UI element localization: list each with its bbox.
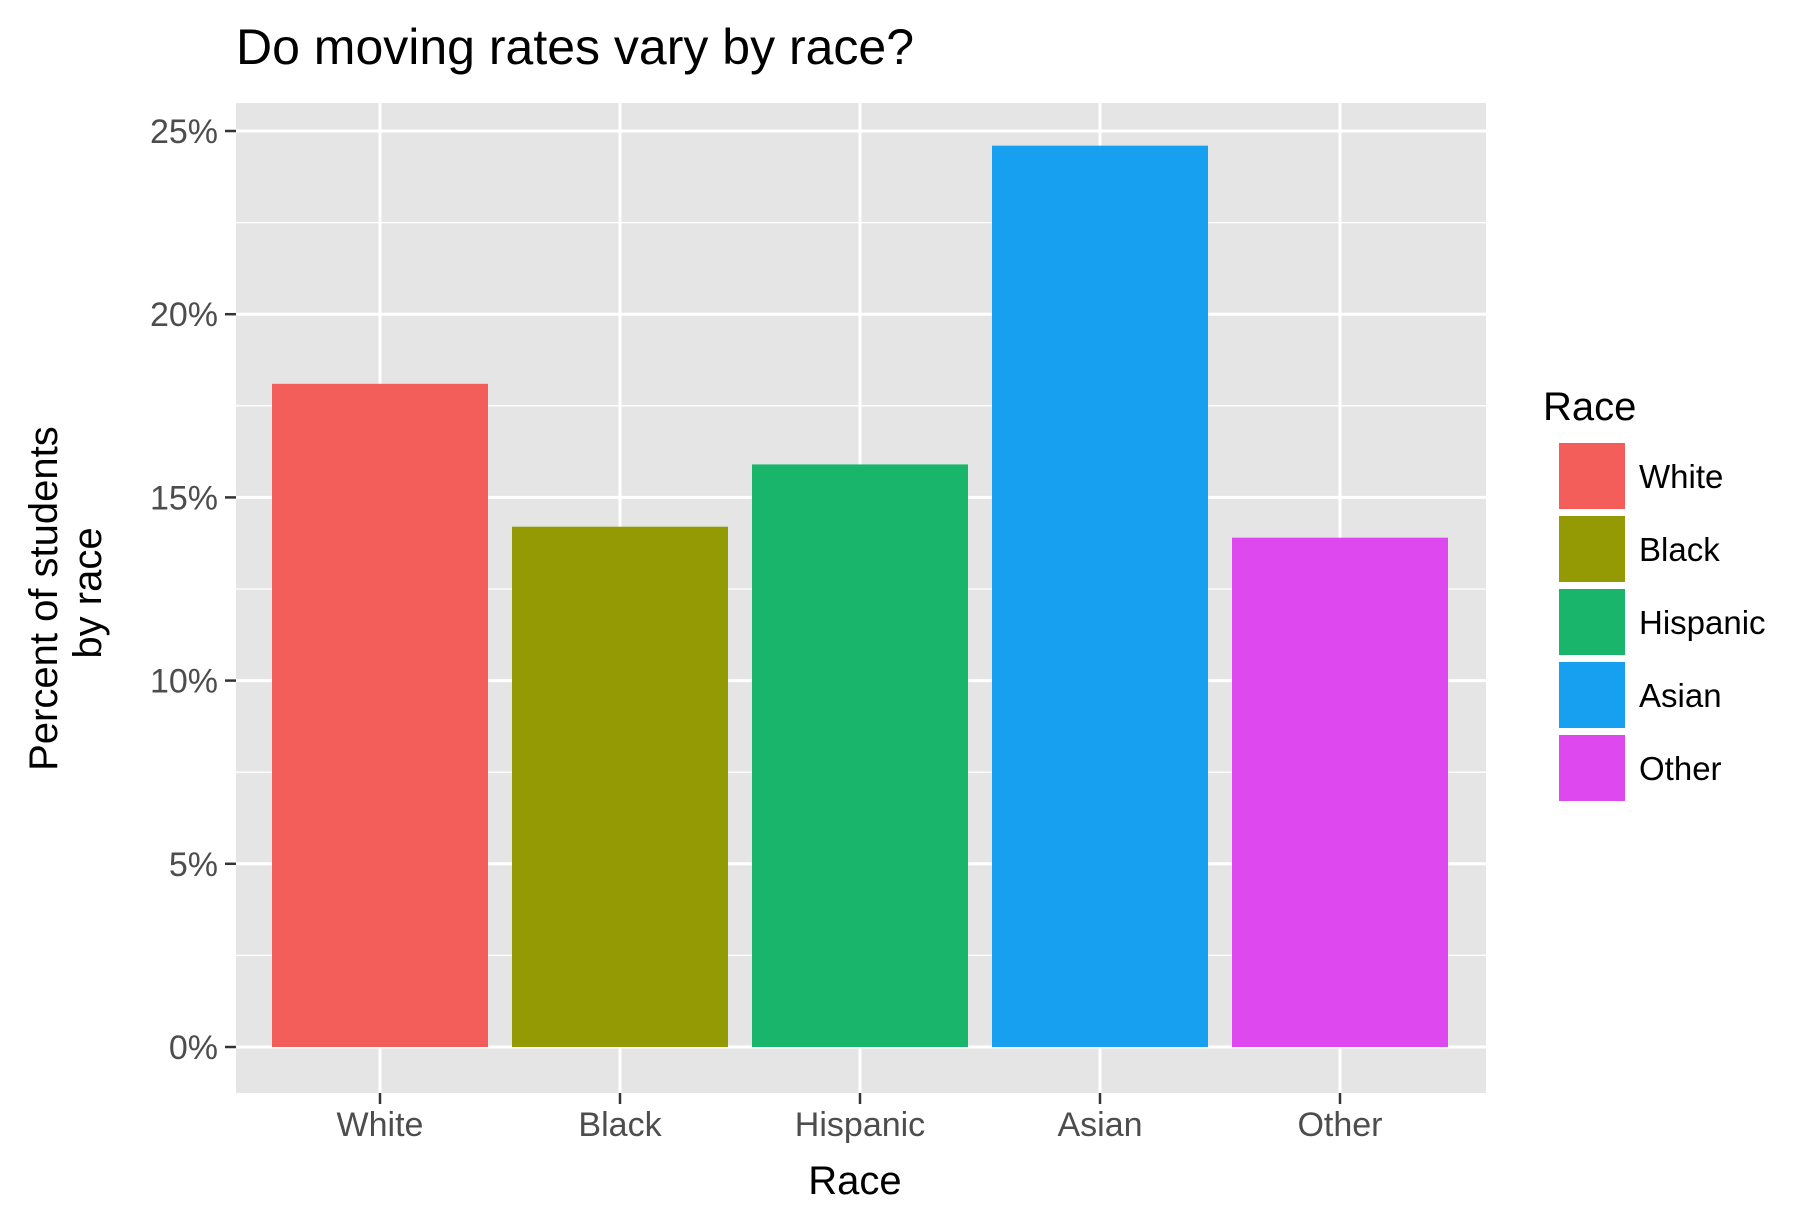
y-axis-title: Percent of students by race (22, 415, 110, 771)
bar-black (512, 526, 728, 1047)
y-tick-label: 15% (150, 479, 218, 517)
legend-title: Race (1543, 385, 1636, 429)
chart-title: Do moving rates vary by race? (236, 19, 914, 75)
legend-key-white (1559, 443, 1625, 509)
x-tick-label: Black (578, 1106, 662, 1144)
x-axis-title: Race (808, 1159, 901, 1200)
legend: Race White Black Hispanic Asian Other (1543, 385, 1766, 801)
bars (272, 145, 1448, 1047)
legend-key-asian (1559, 662, 1625, 728)
legend-key-black (1559, 516, 1625, 582)
legend-label-black: Black (1639, 531, 1720, 568)
bar-asian (992, 145, 1208, 1047)
legend-label-other: Other (1639, 750, 1722, 787)
y-axis-title-line-2: by race (66, 527, 110, 658)
legend-key-hispanic (1559, 589, 1625, 655)
y-tick-label: 0% (169, 1029, 218, 1067)
x-tick-label: Asian (1057, 1106, 1142, 1144)
legend-label-hispanic: Hispanic (1639, 604, 1766, 641)
y-tick-label: 25% (150, 113, 218, 151)
x-axis: White Black Hispanic Asian Other (337, 1093, 1383, 1144)
bar-white (272, 383, 488, 1047)
bar-other (1232, 537, 1448, 1047)
legend-label-asian: Asian (1639, 677, 1722, 714)
y-tick-label: 20% (150, 296, 218, 334)
x-tick-label: Other (1297, 1106, 1382, 1144)
legend-key-other (1559, 735, 1625, 801)
y-tick-label: 5% (169, 846, 218, 884)
bar-hispanic (752, 464, 968, 1047)
y-axis-title-line-1: Percent of students (22, 426, 66, 771)
legend-label-white: White (1639, 458, 1723, 495)
y-axis: 0% 5% 10% 15% 20% 25% (150, 113, 236, 1067)
y-tick-label: 10% (150, 663, 218, 701)
x-tick-label: White (337, 1106, 424, 1144)
x-tick-label: Hispanic (795, 1106, 925, 1144)
